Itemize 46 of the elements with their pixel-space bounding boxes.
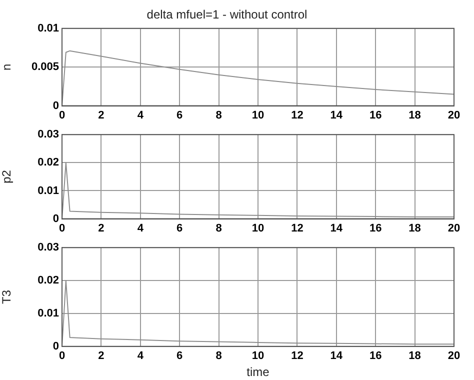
x-tick-label: 4 <box>137 222 144 234</box>
x-tick-label: 12 <box>291 109 304 122</box>
x-tick-label: 8 <box>216 109 222 122</box>
y-tick-label: 0.01 <box>38 184 59 197</box>
x-tick-label: 4 <box>137 350 144 362</box>
y-tick-label: 0 <box>52 212 59 225</box>
y-tick-label: 0.005 <box>31 61 59 74</box>
x-tick-label: 4 <box>137 109 144 122</box>
x-tick-label: 16 <box>369 350 382 362</box>
y-axis-title: n <box>0 64 14 70</box>
x-tick-label: 6 <box>176 222 183 234</box>
x-tick-label: 8 <box>216 350 222 362</box>
x-tick-label: 6 <box>176 109 183 122</box>
y-axis-title: p2 <box>0 170 14 184</box>
x-tick-label: 10 <box>252 222 264 234</box>
y-tick-label: 0.01 <box>38 308 59 320</box>
x-tick-label: 16 <box>369 222 382 234</box>
x-tick-label: 18 <box>408 222 421 234</box>
x-tick-label: 20 <box>448 109 460 122</box>
x-tick-label: 18 <box>408 109 421 122</box>
x-tick-label: 6 <box>176 350 183 362</box>
x-tick-label: 16 <box>369 109 382 122</box>
y-tick-label: 0 <box>52 100 59 112</box>
x-tick-label: 10 <box>252 350 264 362</box>
x-tick-label: 14 <box>330 350 344 362</box>
x-tick-label: 20 <box>448 222 460 234</box>
x-tick-label: 14 <box>330 109 344 122</box>
x-tick-label: 2 <box>98 350 104 362</box>
y-tick-label: 0.01 <box>38 22 59 34</box>
y-tick-label: 0.03 <box>38 128 59 141</box>
x-tick-label: 8 <box>216 222 222 234</box>
x-tick-label: 10 <box>252 109 264 122</box>
x-tick-label: 20 <box>448 350 460 362</box>
x-tick-label: 12 <box>291 350 304 362</box>
y-tick-label: 0.02 <box>38 274 59 287</box>
x-axis-title: time <box>246 365 270 380</box>
x-tick-label: 14 <box>330 222 344 234</box>
x-tick-label: 2 <box>98 109 104 122</box>
y-tick-label: 0.03 <box>38 242 59 254</box>
x-tick-label: 12 <box>291 222 304 234</box>
y-tick-label: 0.02 <box>38 156 59 169</box>
y-axis-title: T3 <box>0 290 14 304</box>
x-tick-label: 18 <box>408 350 421 362</box>
chart-title: delta mfuel=1 - without control <box>146 8 308 22</box>
y-tick-label: 0 <box>52 340 59 352</box>
x-tick-label: 2 <box>98 222 104 234</box>
